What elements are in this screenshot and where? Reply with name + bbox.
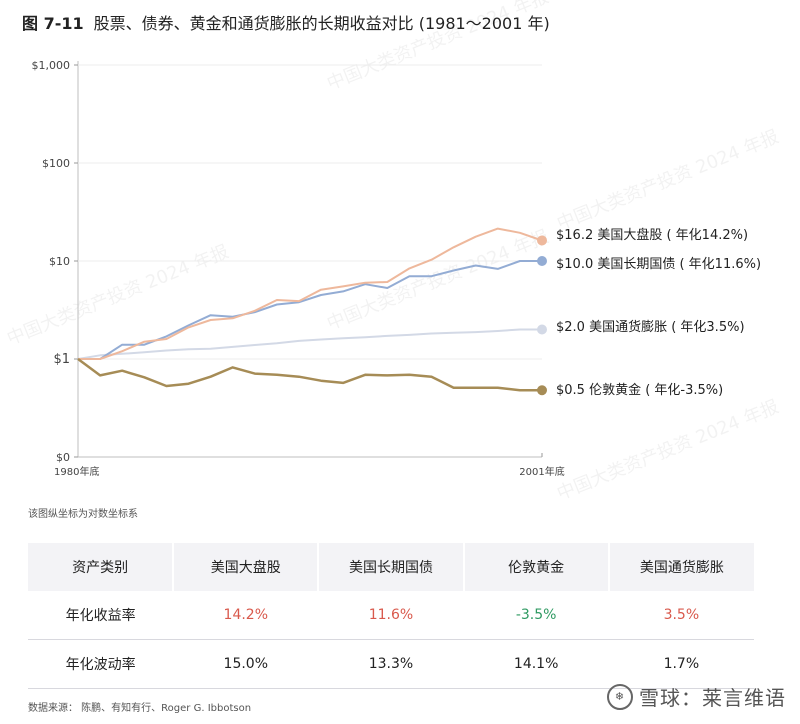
y-tick-label: $0 <box>56 451 70 464</box>
table-cell: 1.7% <box>608 639 754 689</box>
x-tick-label: 1980年底 <box>54 465 99 478</box>
y-tick-label: $10 <box>49 255 70 268</box>
brand-text: 雪球：莱言维语 <box>639 686 786 710</box>
watermark-text: 中国大类资产投资 2024 年报 <box>324 226 552 334</box>
table-header-cell: 美国通货膨胀 <box>607 543 754 591</box>
table-header-cell: 伦敦黄金 <box>462 543 609 591</box>
series-endpoint-stocks <box>537 235 547 246</box>
table-header-cell: 资产类别 <box>28 543 174 591</box>
y-tick-label: $100 <box>42 157 70 170</box>
series-endpoint-gold <box>537 385 547 396</box>
series-endpoint-inflation <box>537 324 547 335</box>
series-line-inflation <box>77 328 542 360</box>
figure-number: 图 7-11 <box>22 14 84 33</box>
y-tick-label: $1 <box>53 352 70 367</box>
table-header-row: 资产类别 美国大盘股 美国长期国债 伦敦黄金 美国通货膨胀 <box>28 543 754 591</box>
x-tick-label: 2001年底 <box>519 465 564 478</box>
table-row: 年化收益率 14.2% 11.6% -3.5% 3.5% <box>28 591 754 640</box>
chart-note: 该图纵坐标为对数坐标系 <box>28 509 138 520</box>
chart-title: 图 7-11 股票、债券、黄金和通货膨胀的长期收益对比 (1981〜2001 年) <box>22 10 550 34</box>
returns-table: 资产类别 美国大盘股 美国长期国债 伦敦黄金 美国通货膨胀 年化收益率 14.2… <box>28 543 754 689</box>
table-header-cell: 美国长期国债 <box>317 543 464 591</box>
series-line-stocks <box>78 227 543 360</box>
table-cell: -3.5% <box>463 591 609 640</box>
y-tick-label: $1,000 <box>32 59 71 72</box>
figure-caption: 股票、债券、黄金和通货膨胀的长期收益对比 (1981〜2001 年) <box>93 14 550 33</box>
table-cell: 3.5% <box>608 591 754 640</box>
brand-mark: ❄ 雪球：莱言维语 <box>607 682 786 711</box>
table-header-cell: 美国大盘股 <box>172 543 319 591</box>
snowball-logo-icon: ❄ <box>607 683 633 710</box>
series-line-gold <box>77 357 542 392</box>
watermark-text: 中国大类资产投资 2024 年报 <box>554 126 782 234</box>
series-label-gold: $0.5 伦敦黄金 ( 年化-3.5%) <box>556 382 723 398</box>
series-label-inflation: $2.0 美国通货膨胀 ( 年化3.5%) <box>556 319 745 335</box>
series-endpoint-bonds <box>537 256 547 266</box>
table-cell: 14.1% <box>463 639 609 689</box>
table-cell: 15.0% <box>173 639 319 689</box>
table-cell: 11.6% <box>318 591 464 640</box>
watermark-text: 中国大类资产投资 2024 年报 <box>324 0 552 95</box>
series-label-bonds: $10.0 美国长期国债 ( 年化11.6%) <box>556 257 761 272</box>
series-label-stocks: $16.2 美国大盘股 ( 年化14.2%) <box>556 227 748 243</box>
watermark-text: 中国大类资产投资 2024 年报 <box>4 241 232 349</box>
data-source: 数据来源： 陈鹏、有知有行、Roger G. Ibbotson <box>28 703 252 714</box>
table-cell: 14.2% <box>173 591 319 640</box>
table-cell: 13.3% <box>318 639 464 689</box>
watermark-text: 中国大类资产投资 2024 年报 <box>554 396 782 500</box>
table-row: 年化波动率 15.0% 13.3% 14.1% 1.7% <box>28 639 754 689</box>
row-label: 年化波动率 <box>28 639 174 689</box>
row-label: 年化收益率 <box>28 591 174 640</box>
